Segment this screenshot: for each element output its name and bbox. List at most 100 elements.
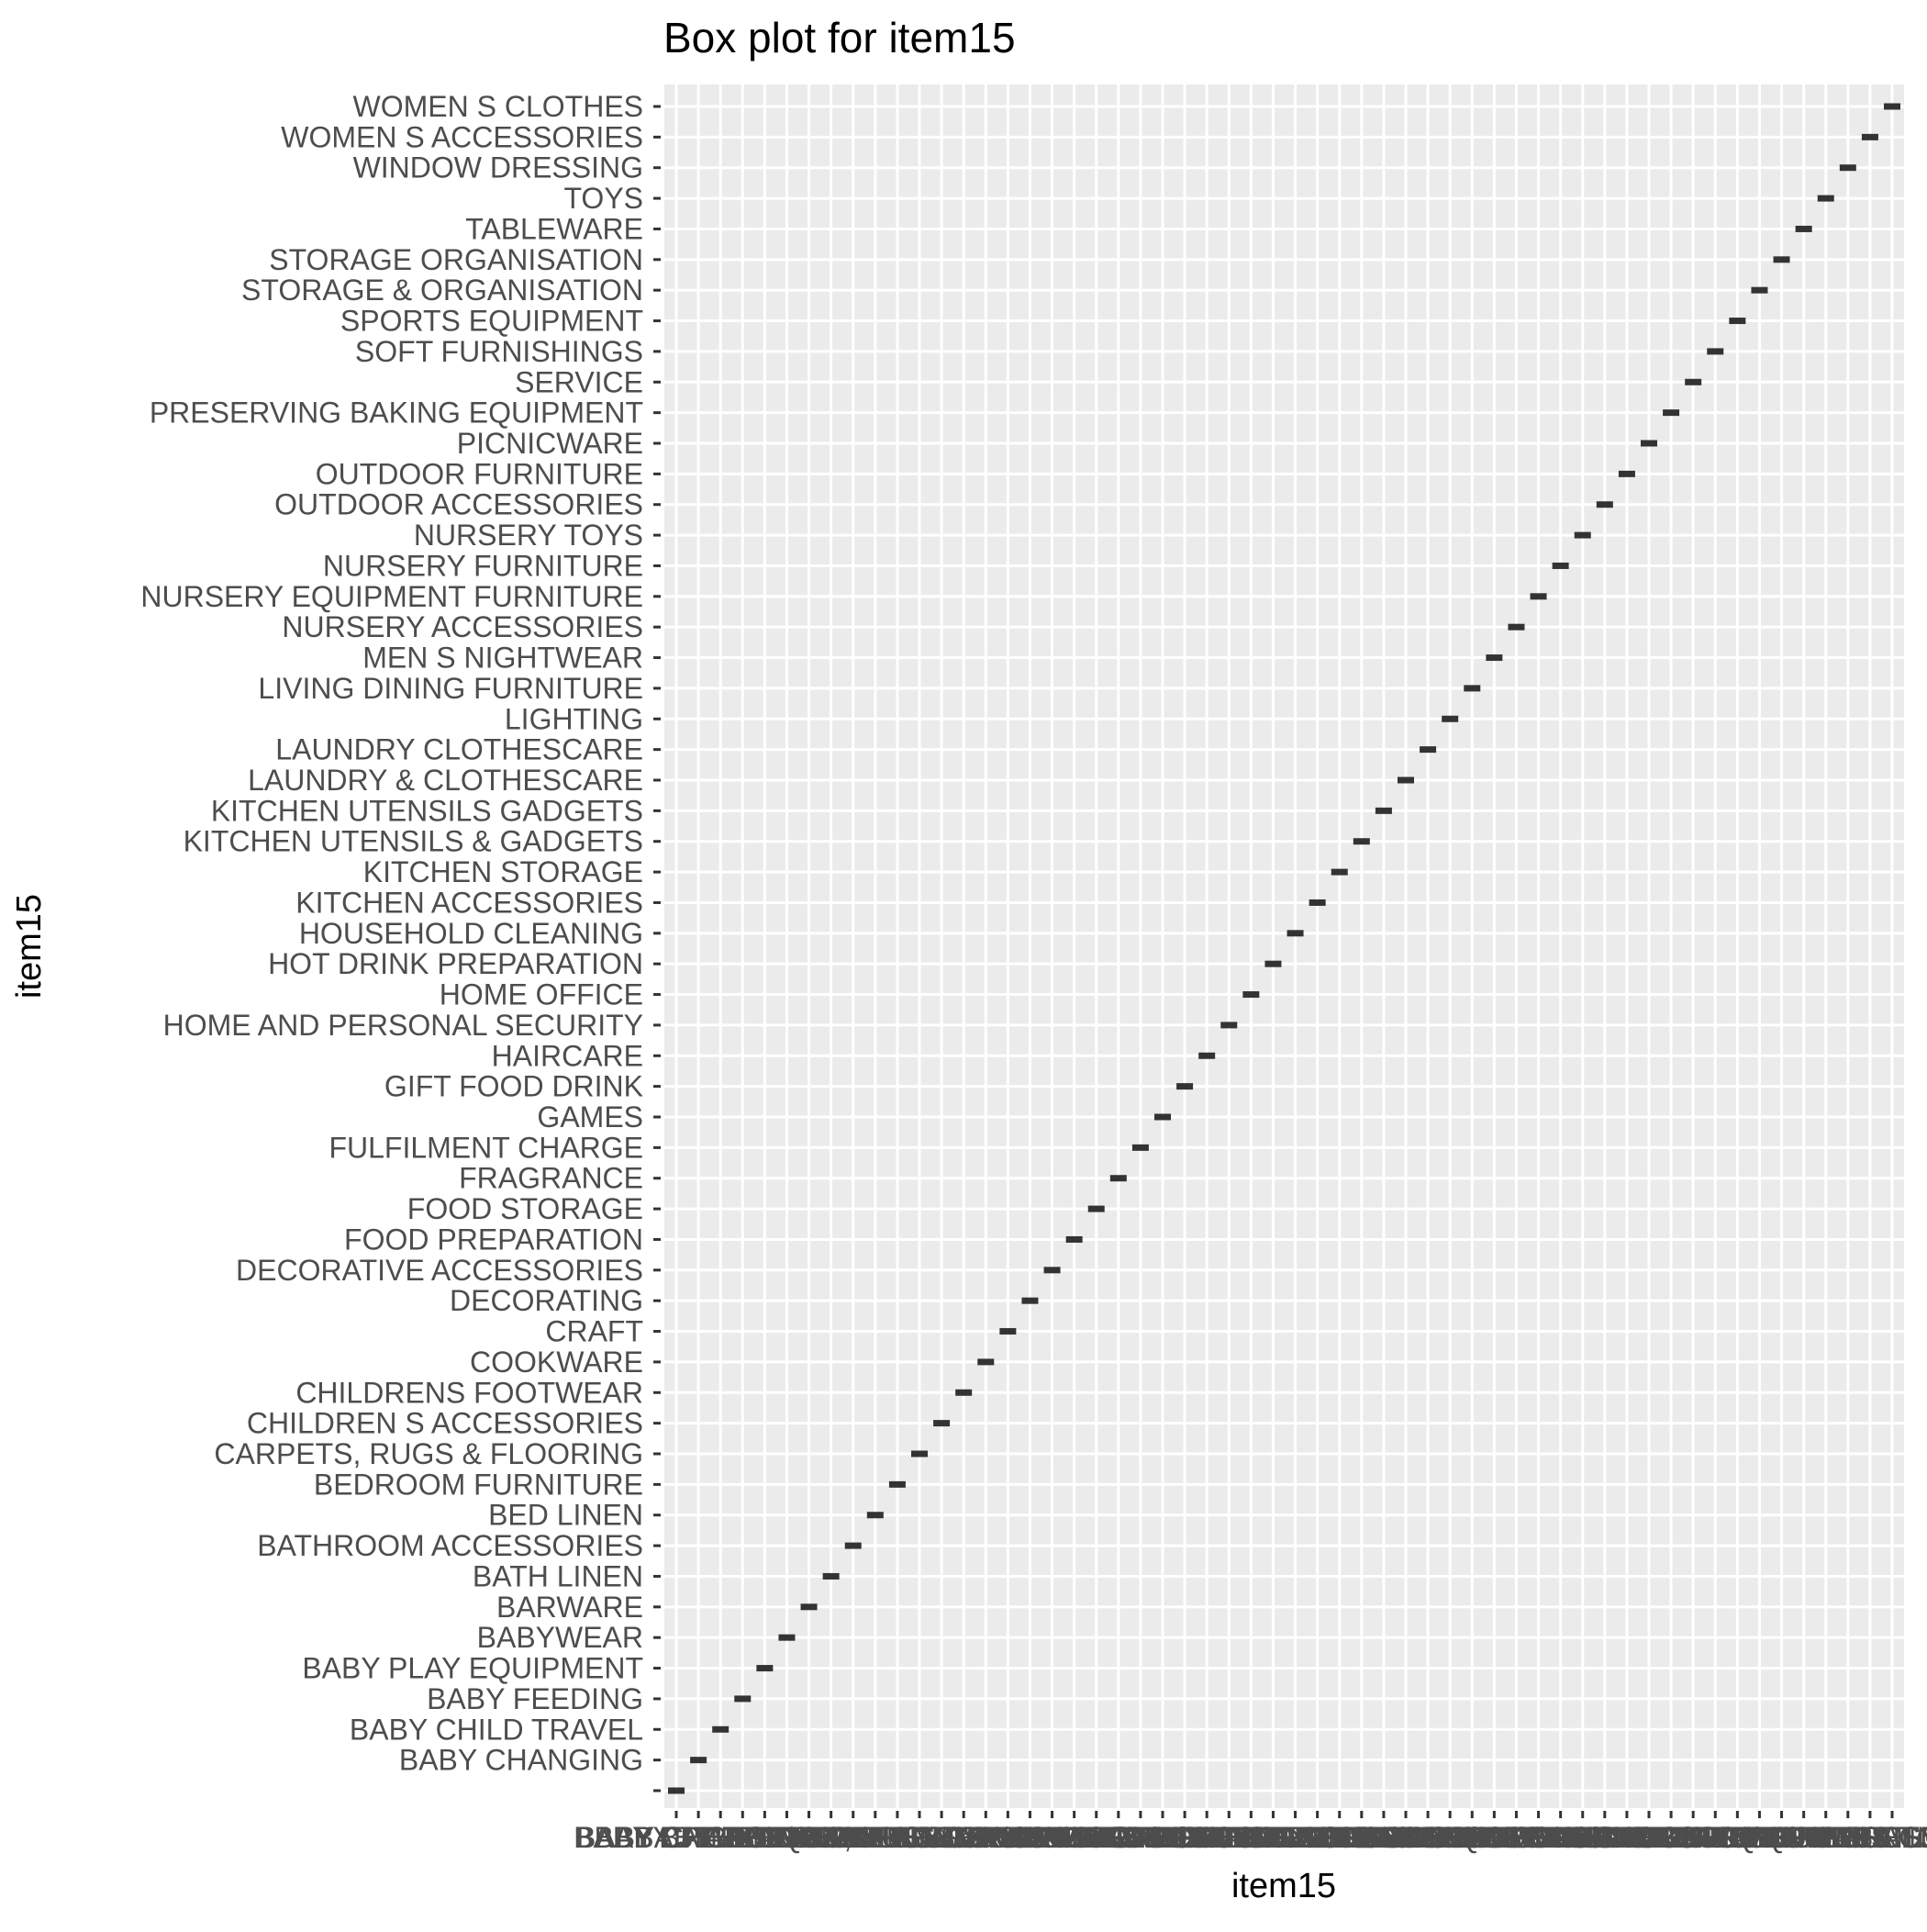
y-axis-label: item15 bbox=[10, 894, 49, 999]
x-tick-label: STORAGE & ORGANISATION bbox=[1558, 1821, 1927, 1854]
y-tick-label: SPORTS EQUIPMENT bbox=[340, 305, 643, 338]
box-18 bbox=[1065, 1235, 1083, 1243]
box-17 bbox=[1043, 1267, 1061, 1274]
x-tick-label: HOUSEHOLD CLEANING bbox=[1123, 1821, 1467, 1854]
y-tick-label: TABLEWARE bbox=[465, 212, 643, 245]
x-tick-label: CHILDRENS FOOTWEAR bbox=[790, 1821, 1138, 1854]
x-tick-label: TABLEWARE bbox=[1715, 1821, 1893, 1854]
box-36 bbox=[1464, 685, 1481, 692]
y-tick-label: KITCHEN STORAGE bbox=[363, 855, 643, 888]
box-29 bbox=[1309, 899, 1326, 906]
x-tick-label: GIFT FOOD DRINK bbox=[1055, 1821, 1314, 1854]
y-tick-label: WOMEN S CLOTHES bbox=[353, 90, 643, 123]
box-53 bbox=[1839, 164, 1856, 172]
y-tick-label: GAMES bbox=[537, 1100, 643, 1134]
y-tick-label: KITCHEN UTENSILS GADGETS bbox=[211, 794, 643, 827]
y-tick-label: CRAFT bbox=[545, 1315, 643, 1348]
x-tick-label: SPORTS EQUIPMENT bbox=[1586, 1821, 1888, 1854]
box-30 bbox=[1331, 868, 1348, 876]
x-tick-label: BATH LINEN bbox=[746, 1821, 917, 1854]
y-tick-label: FOOD STORAGE bbox=[407, 1192, 643, 1225]
y-tick-label: LIGHTING bbox=[505, 702, 643, 735]
x-tick-label: CHILDREN S ACCESSORIES bbox=[743, 1821, 1140, 1854]
box-55 bbox=[1884, 103, 1900, 110]
y-tick-label: BED LINEN bbox=[488, 1499, 643, 1532]
box-13 bbox=[955, 1389, 973, 1396]
x-tick-label: PICNICWARE bbox=[1555, 1821, 1742, 1854]
x-tick-label: BATHROOM ACCESSORIES bbox=[660, 1821, 1046, 1854]
x-tick-label: LAUNDRY & CLOTHESCARE bbox=[1209, 1821, 1604, 1854]
y-tick-label: HOME OFFICE bbox=[440, 978, 643, 1011]
y-tick-label: DECORATING bbox=[450, 1284, 643, 1317]
x-tick-label: NURSERY FURNITURE bbox=[1400, 1821, 1721, 1854]
x-tick-label: BED LINEN bbox=[797, 1821, 952, 1854]
box-45 bbox=[1663, 409, 1680, 417]
y-tick-label: NURSERY ACCESSORIES bbox=[282, 610, 643, 643]
chart-title: Box plot for item15 bbox=[663, 14, 1016, 61]
x-tick-label: COOKWARE bbox=[899, 1821, 1073, 1854]
box-20 bbox=[1109, 1175, 1127, 1182]
box-21 bbox=[1131, 1144, 1149, 1151]
box-9 bbox=[866, 1512, 884, 1519]
x-tick-label: HOT DRINK PREPARATION bbox=[1086, 1821, 1461, 1854]
box-33 bbox=[1398, 776, 1414, 784]
box-1 bbox=[690, 1757, 707, 1764]
y-tick-label: FULFILMENT CHARGE bbox=[329, 1131, 643, 1164]
x-tick-label: BABY CHILD TRAVEL bbox=[574, 1821, 867, 1854]
y-tick-label: HOT DRINK PREPARATION bbox=[268, 947, 643, 980]
x-tick-label: HOME OFFICE bbox=[1149, 1821, 1353, 1854]
box-32 bbox=[1375, 807, 1392, 814]
x-tick-label: STORAGE ORGANISATION bbox=[1595, 1821, 1927, 1854]
y-tick-label: DECORATIVE ACCESSORIES bbox=[236, 1254, 643, 1287]
x-tick-label: HOME AND PERSONAL SECURITY bbox=[989, 1821, 1469, 1854]
y-tick-label: WINDOW DRESSING bbox=[353, 151, 643, 184]
y-tick-label: PRESERVING BAKING EQUIPMENT bbox=[150, 396, 643, 430]
x-tick-label: LIVING DINING FURNITURE bbox=[1279, 1821, 1665, 1854]
x-axis-label: item15 bbox=[1231, 1867, 1336, 1905]
x-tick-label: BABY FEEDING bbox=[634, 1821, 851, 1854]
box-41 bbox=[1574, 531, 1591, 539]
x-tick-label: TOYS bbox=[1786, 1821, 1866, 1854]
plot-panel bbox=[664, 84, 1904, 1808]
box-23 bbox=[1176, 1083, 1194, 1090]
x-tick-label: NURSERY ACCESSORIES bbox=[1336, 1821, 1698, 1854]
box-3 bbox=[734, 1695, 752, 1703]
x-tick-label: LIGHTING bbox=[1381, 1821, 1520, 1854]
y-tick-label: OUTDOOR FURNITURE bbox=[316, 457, 643, 490]
box-0 bbox=[668, 1787, 685, 1794]
box-11 bbox=[911, 1450, 928, 1457]
box-51 bbox=[1795, 225, 1812, 232]
x-tick-label: HAIRCARE bbox=[1131, 1821, 1283, 1854]
box-25 bbox=[1220, 1022, 1238, 1029]
y-tick-label: TOYS bbox=[563, 182, 643, 215]
y-tick-label: NURSERY TOYS bbox=[414, 519, 643, 552]
box-4 bbox=[756, 1665, 774, 1672]
y-tick-label: KITCHEN ACCESSORIES bbox=[295, 886, 643, 919]
x-tick-label: OUTDOOR ACCESSORIES bbox=[1420, 1821, 1789, 1854]
x-tick-label: WOMEN S CLOTHES bbox=[1747, 1821, 1927, 1854]
x-tick-label: KITCHEN ACCESSORIES bbox=[1143, 1821, 1491, 1854]
y-tick-label: MEN S NIGHTWEAR bbox=[362, 642, 643, 675]
box-40 bbox=[1552, 562, 1569, 569]
box-5 bbox=[778, 1634, 796, 1641]
y-tick-label: OUTDOOR ACCESSORIES bbox=[274, 488, 643, 521]
x-tick-label: BEDROOM FURNITURE bbox=[732, 1821, 1062, 1854]
box-42 bbox=[1596, 501, 1613, 508]
x-tick-label: CRAFT bbox=[959, 1821, 1057, 1854]
x-tick-label: NURSERY EQUIPMENT FURNITURE bbox=[1287, 1821, 1790, 1854]
y-tick-label: BATHROOM ACCESSORIES bbox=[257, 1529, 643, 1562]
x-tick-label: FULFILMENT CHARGE bbox=[984, 1821, 1298, 1854]
y-tick-label: COOKWARE bbox=[470, 1346, 643, 1379]
y-tick-label: BABY CHANGING bbox=[399, 1744, 643, 1777]
box-43 bbox=[1618, 470, 1635, 477]
box-28 bbox=[1287, 930, 1304, 937]
x-tick-label: FOOD STORAGE bbox=[978, 1821, 1214, 1854]
x-tick-label: WOMEN S ACCESSORIES bbox=[1689, 1821, 1927, 1854]
x-tick-label: BABYWEAR bbox=[704, 1821, 870, 1854]
box-44 bbox=[1641, 440, 1657, 447]
x-tick-label: FOOD PREPARATION bbox=[925, 1821, 1224, 1854]
box-37 bbox=[1486, 654, 1503, 662]
box-38 bbox=[1508, 623, 1525, 631]
